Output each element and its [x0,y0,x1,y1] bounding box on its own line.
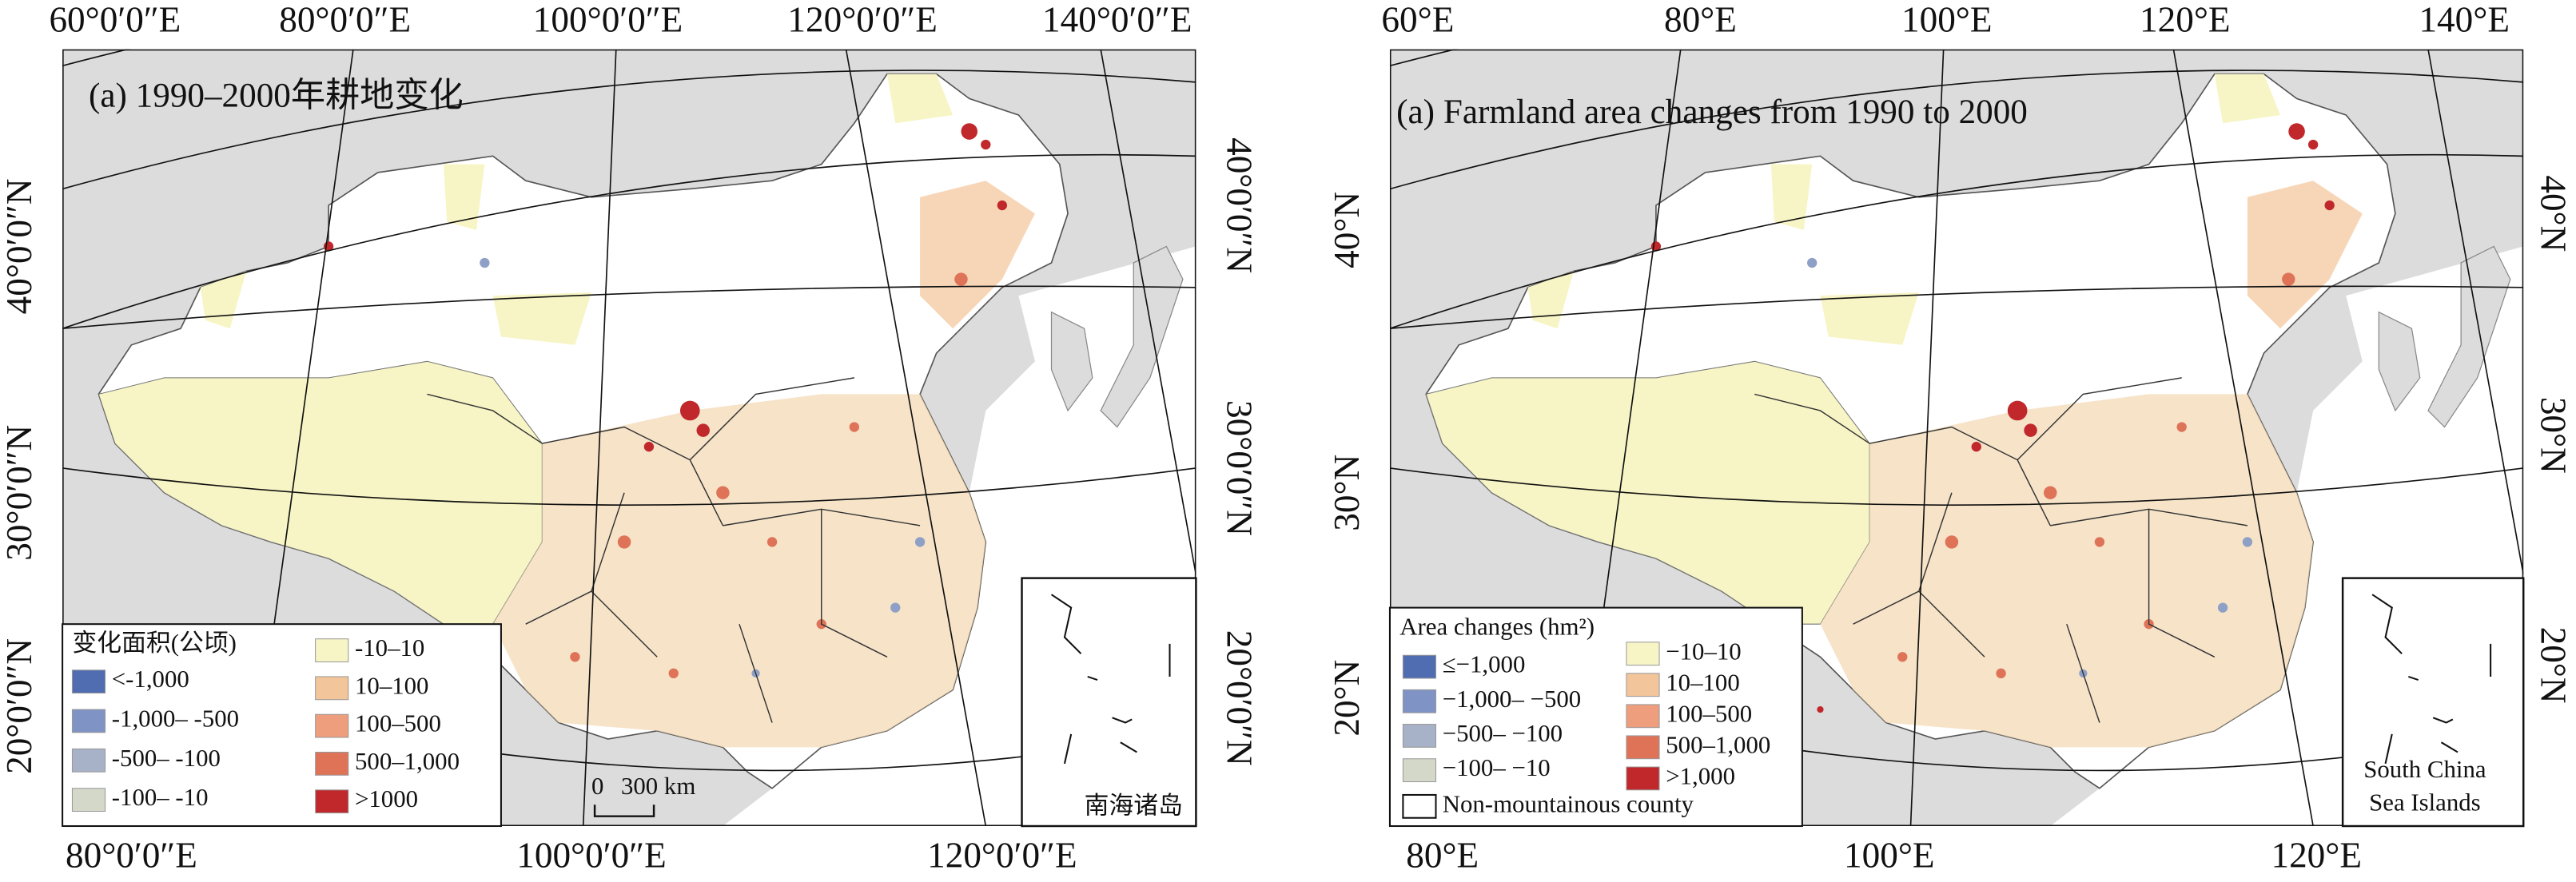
lat-label: 20°0′0″N [0,638,39,774]
lon-label: 80°0′0″E [66,835,197,875]
legend-swatch [1626,642,1660,666]
legend-swatch [1402,689,1437,713]
panel-right: 60°E 80°E 100°E 120°E 140°E 80°E 100°E 120°E 40°… [1327,0,2574,875]
lon-label: 60°0′0″E [49,0,181,39]
lon-label: 100°E [1844,835,1935,875]
legend-label: 500–1,000 [1666,731,1770,758]
lon-label: 120°0′0″E [787,0,937,39]
legend-swatch [71,748,106,773]
legend-label: ≤−1,000 [1443,651,1526,678]
legend-swatch [315,638,349,662]
lon-label: 120°E [2271,835,2362,875]
legend-swatch [1402,793,1437,819]
legend-swatch [1402,654,1437,679]
lon-label: 80°E [1406,835,1479,875]
inset-frame [1021,577,1197,828]
inset-label: 南海诸岛 [1085,792,1183,819]
legend-label: 100–500 [355,710,441,737]
legend-swatch [71,709,106,733]
lat-label: 30°0′0″N [1219,400,1259,536]
legend-label: 10–100 [1666,669,1739,696]
lat-label: 20°0′0″N [1219,630,1259,766]
lon-label: 100°0′0″E [516,835,666,875]
legend-swatch [71,669,106,694]
legend-swatch [1402,724,1437,748]
lon-label: 100°E [1901,0,1993,39]
legend-label: <-1,000 [112,665,189,693]
legend-swatch [1626,704,1660,729]
lat-label: 30°N [1327,455,1367,531]
inset-label: Sea Islands [2369,789,2481,816]
legend-label: -500– -100 [112,745,221,772]
lat-label: 40°0′0″N [1219,137,1259,273]
legend-label: 500–1,000 [355,748,460,775]
legend-swatch [71,788,106,812]
legend-label: 100–500 [1666,700,1752,727]
scale-label: 0 [591,773,603,800]
inset-label: South China [2363,756,2486,783]
legend-label: −500– −100 [1443,720,1563,747]
legend-label: −1,000– −500 [1443,685,1582,713]
inset-coast [1050,594,1171,765]
legend-label: 10–100 [355,672,428,699]
lon-label: 100°0′0″E [533,0,683,39]
lon-label: 140°E [2419,0,2510,39]
legend-swatch [1402,758,1437,783]
legend-label: -100– -10 [112,784,209,811]
legend-title: 变化面积(公顷) [72,630,237,657]
lat-label: 40°N [2534,175,2574,252]
lon-label: 60°E [1381,0,1454,39]
legend-box [1388,606,1803,828]
lat-label: 30°N [2534,397,2574,474]
legend-label: -10–10 [355,634,424,662]
lon-label: 80°0′0″E [279,0,411,39]
legend-label: −10–10 [1666,638,1741,665]
legend-label: -1,000– -500 [112,705,239,733]
panel-title: (a) 1990–2000年耕地变化 [89,76,464,114]
inset-coast [2371,594,2492,765]
legend-swatch [1626,673,1660,697]
legend-swatch [1626,735,1660,760]
lat-label: 40°0′0″N [0,178,39,314]
lat-label: 40°N [1327,192,1367,268]
panel-left: 60°0′0″E 80°0′0″E 100°0′0″E 120°0′0″E 140°0′… [0,0,1259,875]
lat-label: 20°N [2534,627,2574,704]
legend-swatch [315,752,349,776]
lat-label: 20°N [1327,660,1367,737]
lon-label: 120°E [2140,0,2231,39]
legend-title: Area changes (hm²) [1399,613,1595,640]
legend-label: >1,000 [1666,762,1735,789]
inset-frame [2341,577,2525,828]
scale-bar [593,805,655,817]
lon-label: 140°0′0″E [1042,0,1192,39]
lon-label: 120°0′0″E [927,835,1077,875]
lon-label: 80°E [1664,0,1737,39]
legend-swatch [1626,766,1660,791]
legend-swatch [315,676,349,701]
panel-title: (a) Farmland area changes from 1990 to 2… [1396,93,2028,131]
legend-swatch [315,789,349,814]
legend-label: Non-mountainous county [1443,790,1694,817]
scale-label: 300 km [621,773,695,800]
legend-label: >1000 [355,785,418,812]
lat-label: 30°0′0″N [0,425,39,561]
legend-label: −100– −10 [1443,754,1551,781]
legend-box [62,623,502,828]
legend-swatch [315,713,349,738]
